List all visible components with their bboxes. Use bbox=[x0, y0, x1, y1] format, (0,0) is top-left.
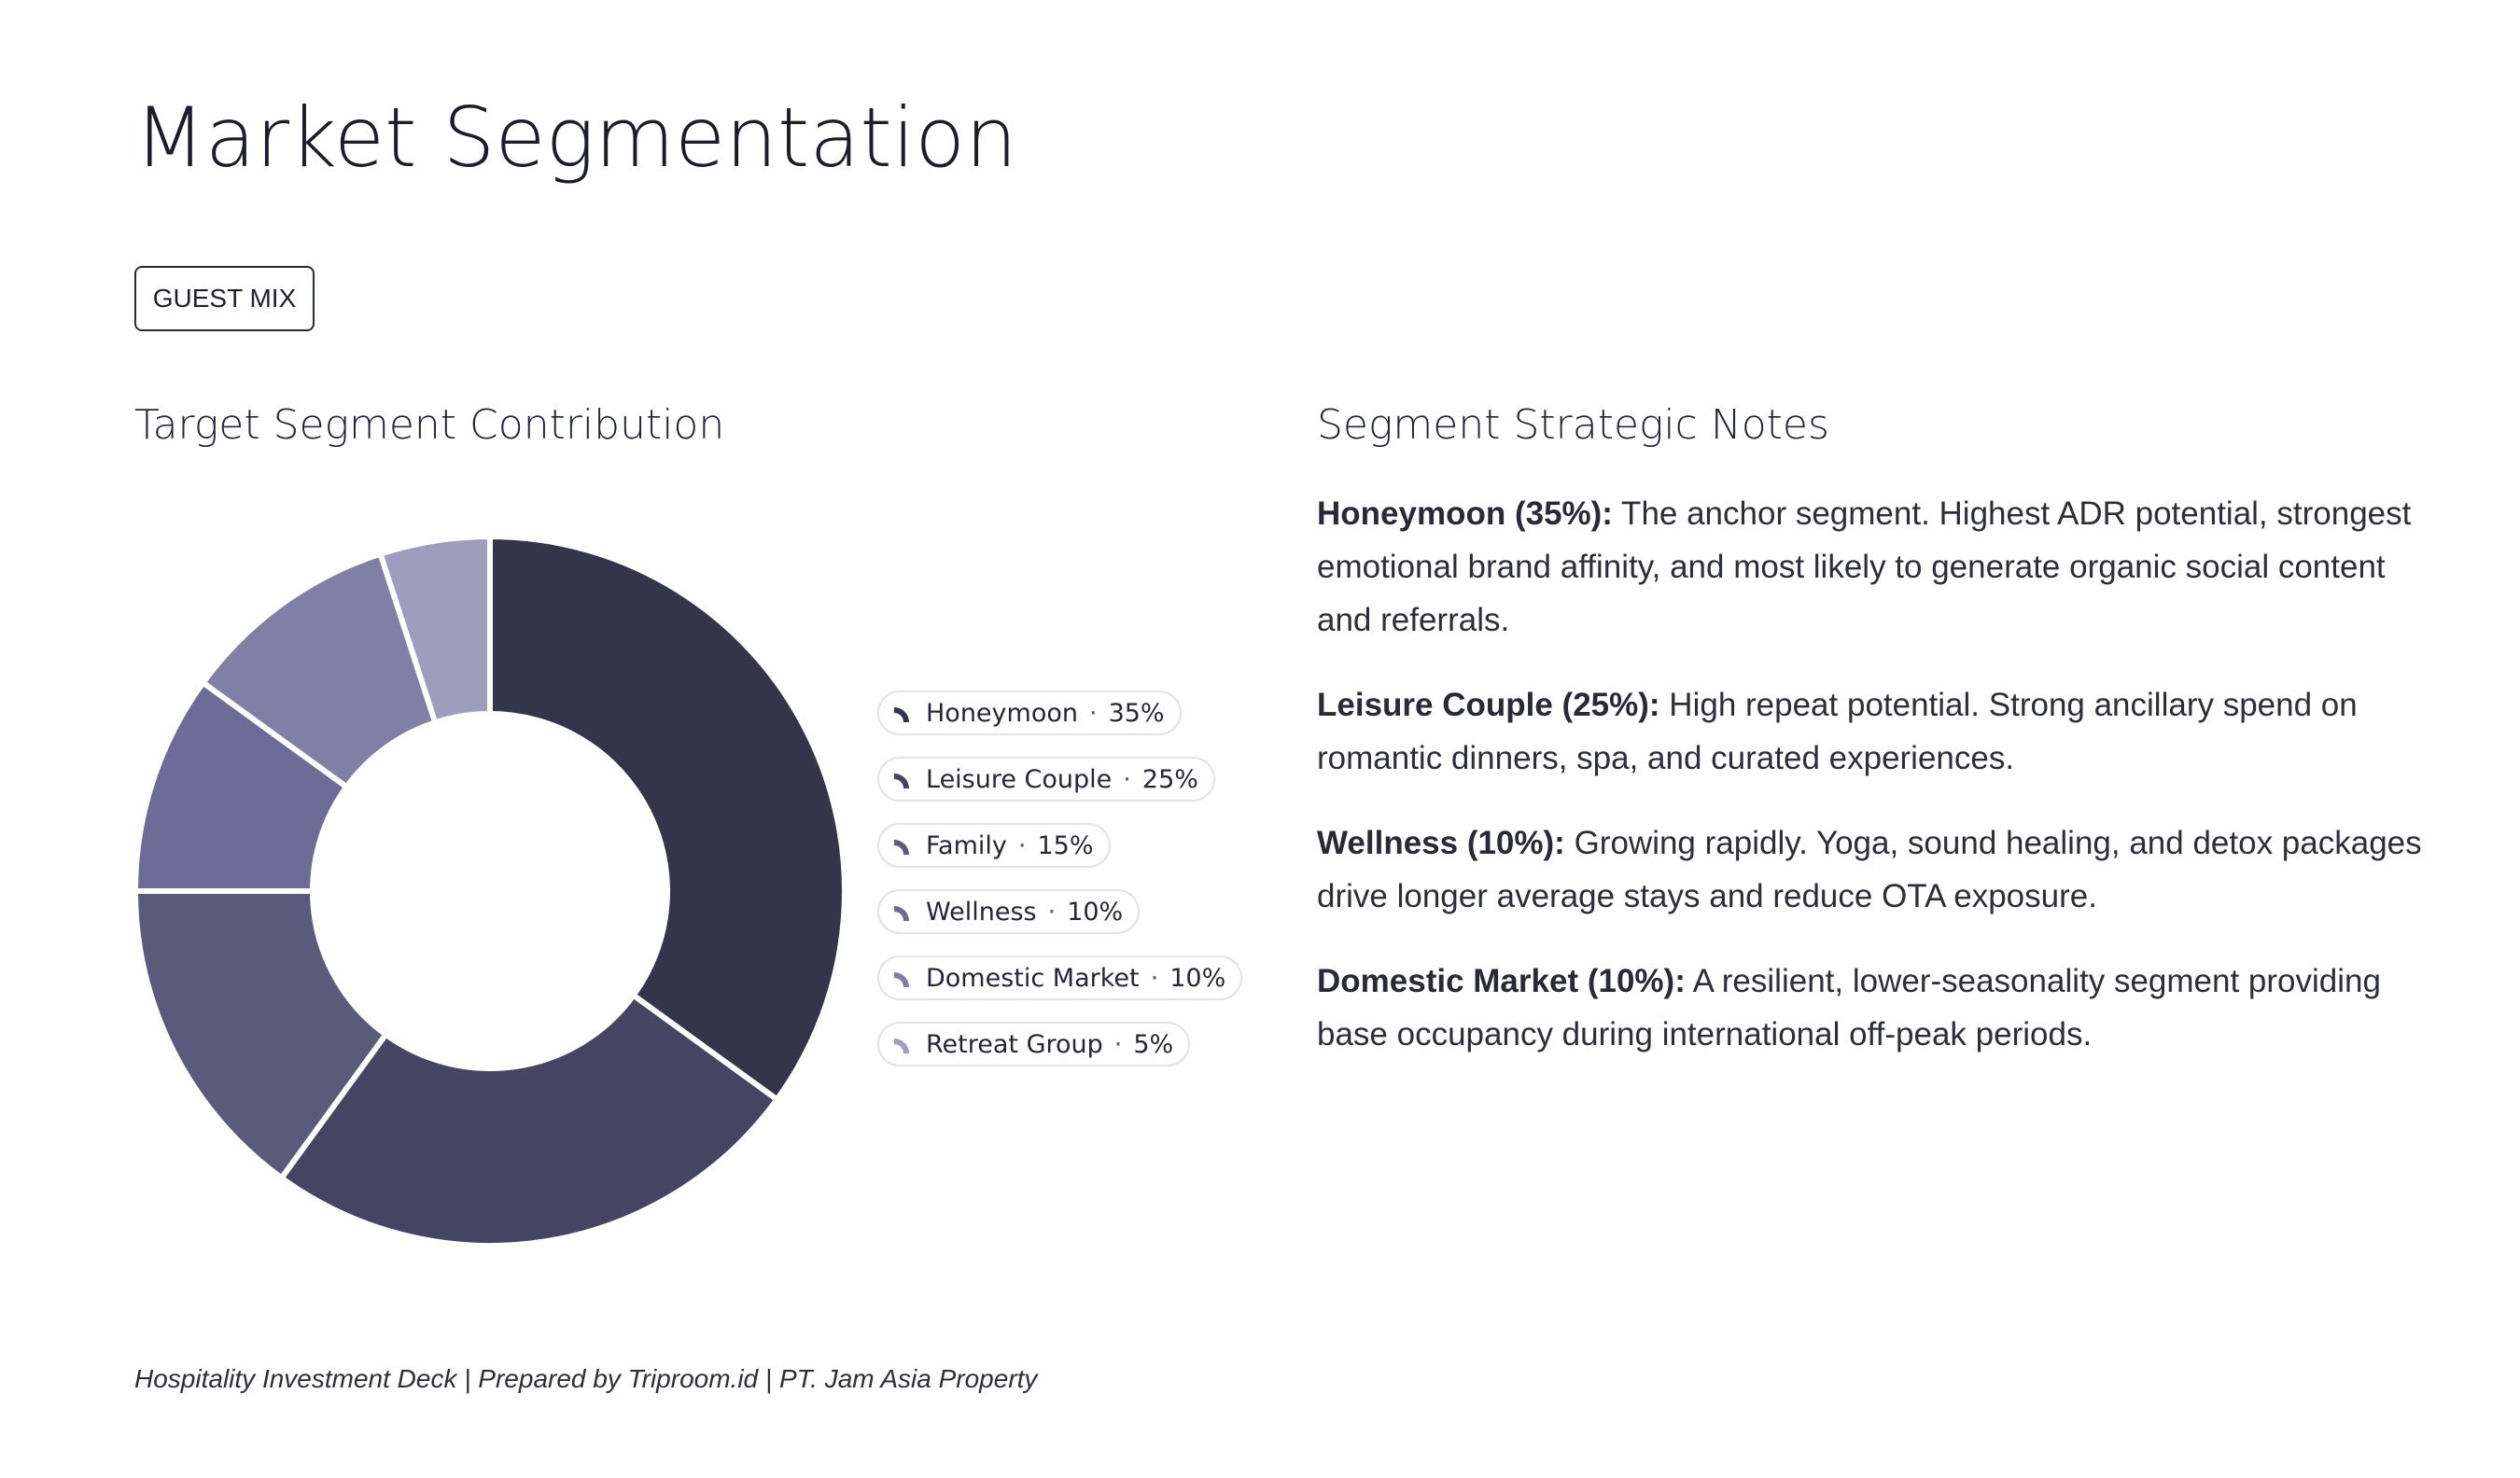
chart-legend: Honeymoon · 35% Leisure Couple · 25% Family · 15… bbox=[877, 690, 1243, 1067]
donut-slice-honeymoon bbox=[487, 534, 847, 1103]
legend-separator: · bbox=[1113, 1029, 1123, 1059]
donut-slice-retreat-group bbox=[377, 534, 493, 726]
legend-separator: · bbox=[1123, 764, 1131, 794]
legend-label: Honeymoon bbox=[926, 698, 1078, 728]
legend-swatch-icon bbox=[894, 906, 909, 921]
note-text: High repeat potential. Strong ancillary … bbox=[1317, 687, 2358, 776]
legend-swatch-icon bbox=[894, 707, 909, 722]
legend-item-leisure-couple: Leisure Couple · 25% bbox=[877, 757, 1215, 802]
strategic-notes: Honeymoon (35%): The anchor segment. Hig… bbox=[1317, 487, 2437, 1093]
legend-swatch-icon bbox=[894, 840, 909, 855]
note-text: A resilient, lower-seasonality segment p… bbox=[1317, 963, 2381, 1053]
legend-separator: · bbox=[1150, 963, 1159, 993]
note-honeymoon: Honeymoon (35%): The anchor segment. Hig… bbox=[1317, 487, 2437, 647]
legend-separator: · bbox=[1088, 698, 1098, 728]
note-label: Leisure Couple (25%): bbox=[1317, 687, 1660, 723]
legend-value: 15% bbox=[1037, 830, 1094, 860]
legend-item-domestic-market: Domestic Market · 10% bbox=[877, 955, 1243, 1000]
note-wellness: Wellness (10%): Growing rapidly. Yoga, s… bbox=[1317, 816, 2437, 923]
legend-separator: · bbox=[1017, 830, 1027, 860]
chart-heading: Target Segment Contribution bbox=[134, 401, 725, 449]
legend-value: 5% bbox=[1133, 1029, 1174, 1059]
guest-mix-tag: GUEST MIX bbox=[134, 266, 315, 331]
legend-value: 10% bbox=[1067, 897, 1124, 927]
note-text: Growing rapidly. Yoga, sound healing, an… bbox=[1317, 825, 2422, 914]
note-leisure-couple: Leisure Couple (25%): High repeat potent… bbox=[1317, 678, 2437, 785]
note-label: Domestic Market (10%): bbox=[1317, 963, 1686, 999]
legend-label: Domestic Market bbox=[926, 963, 1140, 993]
legend-swatch-icon bbox=[894, 774, 909, 788]
legend-label: Wellness bbox=[926, 897, 1037, 927]
legend-label: Family bbox=[926, 830, 1007, 860]
page-title: Market Segmentation bbox=[134, 90, 1017, 186]
legend-value: 10% bbox=[1169, 963, 1226, 993]
legend-item-retreat-group: Retreat Group · 5% bbox=[877, 1022, 1191, 1067]
legend-swatch-icon bbox=[894, 1039, 909, 1053]
legend-item-family: Family · 15% bbox=[877, 823, 1111, 868]
legend-label: Leisure Couple bbox=[926, 764, 1113, 794]
legend-item-wellness: Wellness · 10% bbox=[877, 889, 1141, 934]
note-domestic-market: Domestic Market (10%): A resilient, lowe… bbox=[1317, 955, 2437, 1061]
legend-separator: · bbox=[1047, 897, 1057, 927]
legend-value: 25% bbox=[1141, 764, 1198, 794]
donut-slice-leisure-couple bbox=[278, 992, 780, 1248]
donut-slice-family bbox=[133, 888, 389, 1181]
footer: Hospitality Investment Deck | Prepared b… bbox=[134, 1364, 1038, 1393]
note-label: Honeymoon (35%): bbox=[1317, 495, 1613, 532]
notes-heading: Segment Strategic Notes bbox=[1317, 401, 1829, 449]
note-text: The anchor segment. Highest ADR potentia… bbox=[1317, 495, 2412, 638]
note-label: Wellness (10%): bbox=[1317, 825, 1565, 861]
legend-swatch-icon bbox=[894, 972, 909, 987]
donut-chart bbox=[133, 534, 847, 1248]
legend-item-honeymoon: Honeymoon · 35% bbox=[877, 690, 1182, 735]
legend-value: 35% bbox=[1108, 698, 1165, 728]
legend-label: Retreat Group bbox=[926, 1029, 1103, 1059]
